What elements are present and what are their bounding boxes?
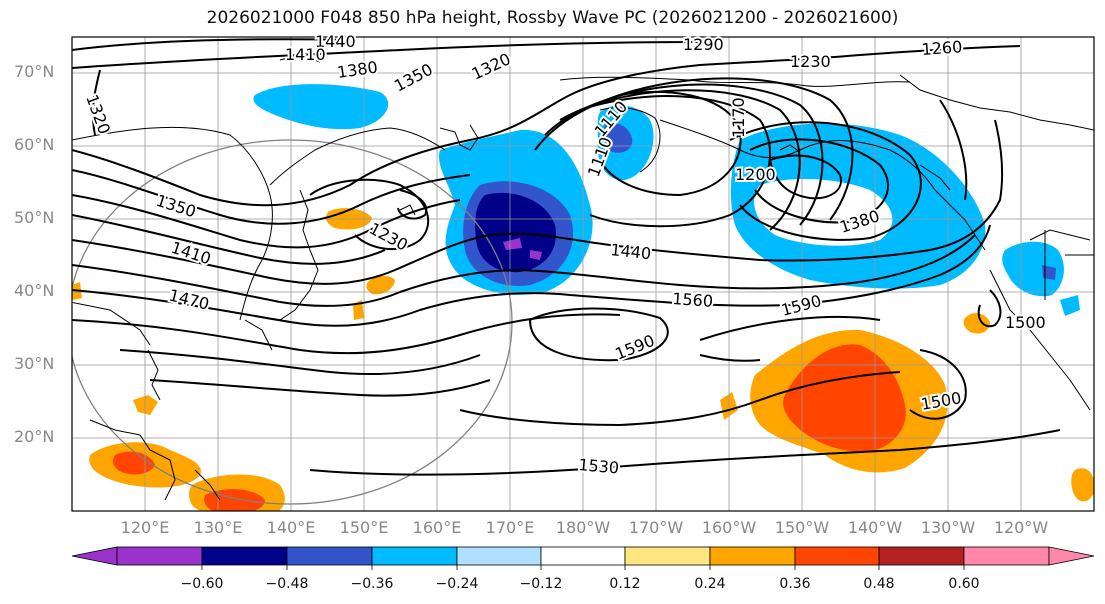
colorbar-segment (540, 546, 626, 566)
lon-label: 150°W (774, 518, 830, 537)
colorbar-tick-label: 0.60 (948, 576, 980, 592)
colorbar-tick-label: 0.12 (609, 576, 641, 592)
colorbar-segment (286, 546, 373, 566)
colorbar-tick-label: −0.36 (350, 576, 394, 592)
colorbar-tick-label: 0.36 (779, 576, 811, 592)
height-contours (72, 38, 1061, 476)
contour-label: 1260 (921, 37, 963, 59)
contour-label: 1200 (735, 165, 776, 184)
lat-label: 30°N (14, 354, 55, 373)
colorbar-tick-label: −0.48 (265, 576, 309, 592)
lon-label: 160°E (412, 518, 462, 537)
lat-label: 50°N (14, 208, 55, 227)
colorbar-segment (624, 546, 711, 566)
lon-label: 160°W (701, 518, 757, 537)
lon-label: 130°E (193, 518, 243, 537)
colorbar-tick-label: −0.24 (435, 576, 479, 592)
contour-label: 1230 (790, 52, 831, 71)
colorbar-segment (963, 546, 1050, 566)
colorbar-min-arrow (71, 546, 118, 566)
colorbar-tick-label: −0.12 (519, 576, 563, 592)
lon-label: 180°W (555, 518, 611, 537)
lon-label: 150°E (339, 518, 389, 537)
contour-label: 1440 (315, 32, 356, 51)
map-area (72, 37, 1094, 511)
lon-label: 140°W (847, 518, 903, 537)
map-frame (71, 36, 1095, 512)
contour-label: 1410 (285, 45, 326, 64)
colorbar-tick-label: 0.48 (863, 576, 895, 592)
colorbar-segment (201, 546, 288, 566)
lat-label: 20°N (14, 427, 55, 446)
contour-label: 1560 (672, 289, 714, 311)
colorbar-segment (456, 546, 542, 566)
lon-label: 170°W (628, 518, 684, 537)
colorbar-segment (709, 546, 796, 566)
colorbar-segment (878, 546, 965, 566)
contour-label: 1500 (1005, 313, 1046, 332)
lon-label: 140°E (266, 518, 316, 537)
colorbar-tick-label: −0.60 (180, 576, 224, 592)
colorbar-segment (116, 546, 203, 566)
coastlines (72, 54, 1094, 501)
contour-label: 1290 (683, 35, 724, 54)
lat-label: 40°N (14, 281, 55, 300)
lat-label: 70°N (14, 62, 55, 81)
lon-label: 130°W (920, 518, 976, 537)
lon-label: 120°E (120, 518, 170, 537)
colorbar-max-arrow (1048, 546, 1095, 566)
graticule (72, 37, 1094, 511)
lon-label: 170°E (485, 518, 535, 537)
lat-label: 60°N (14, 135, 55, 154)
contour-label: 1530 (578, 455, 620, 477)
map-title: 2026021000 F048 850 hPa height, Rossby W… (206, 8, 899, 28)
colorbar-tick-label: 0.24 (694, 576, 726, 592)
colorbar-segment (794, 546, 880, 566)
contour-label: 1170 (729, 97, 748, 138)
lon-label: 120°W (993, 518, 1049, 537)
colorbar (71, 546, 1095, 570)
colorbar-segment (371, 546, 458, 566)
